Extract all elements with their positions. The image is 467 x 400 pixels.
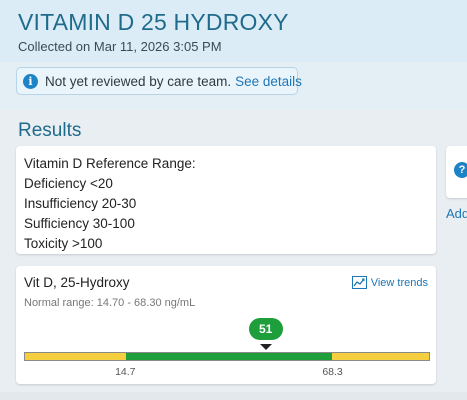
reference-line: Toxicity >100	[24, 236, 103, 251]
add-link[interactable]: Add	[446, 206, 467, 221]
review-status-text: Not yet reviewed by care team.	[45, 73, 232, 89]
result-name: Vit D, 25-Hydroxy	[24, 275, 130, 290]
range-bar-low-segment	[25, 353, 126, 360]
reference-line: Vitamin D Reference Range:	[24, 156, 196, 171]
trend-chart-icon	[351, 276, 367, 289]
reference-line: Deficiency <20	[24, 176, 113, 191]
result-value-badge: 51	[248, 318, 283, 340]
help-card[interactable]: ?	[446, 146, 467, 198]
view-trends-button[interactable]: View trends	[351, 276, 428, 289]
page-title: VITAMIN D 25 HYDROXY	[18, 9, 289, 35]
low-limit-label: 14.7	[115, 366, 136, 378]
see-details-link[interactable]: See details	[235, 73, 302, 89]
info-icon: i	[23, 73, 38, 89]
results-heading: Results	[18, 120, 82, 141]
result-card: Vit D, 25-Hydroxy View trends Normal ran…	[16, 266, 436, 384]
value-pointer	[259, 344, 272, 350]
review-status-banner: i Not yet reviewed by care team. See det…	[16, 67, 302, 95]
range-bar-high-segment	[332, 353, 429, 360]
high-limit-label: 68.3	[322, 366, 343, 378]
bottom-strip	[0, 392, 467, 400]
range-bar	[24, 352, 430, 361]
page-header: VITAMIN D 25 HYDROXY Collected on Mar 11…	[0, 0, 467, 62]
reference-range-card: Vitamin D Reference Range: Deficiency <2…	[16, 146, 436, 254]
view-trends-label: View trends	[370, 276, 428, 289]
normal-range-text: Normal range: 14.70 - 68.30 ng/mL	[24, 297, 196, 309]
reference-line: Sufficiency 30-100	[24, 216, 135, 231]
range-bar-normal-segment	[125, 353, 333, 360]
collected-date: Collected on Mar 11, 2026 3:05 PM	[18, 39, 222, 54]
reference-line: Insufficiency 20-30	[24, 196, 137, 211]
question-icon: ?	[454, 162, 467, 178]
